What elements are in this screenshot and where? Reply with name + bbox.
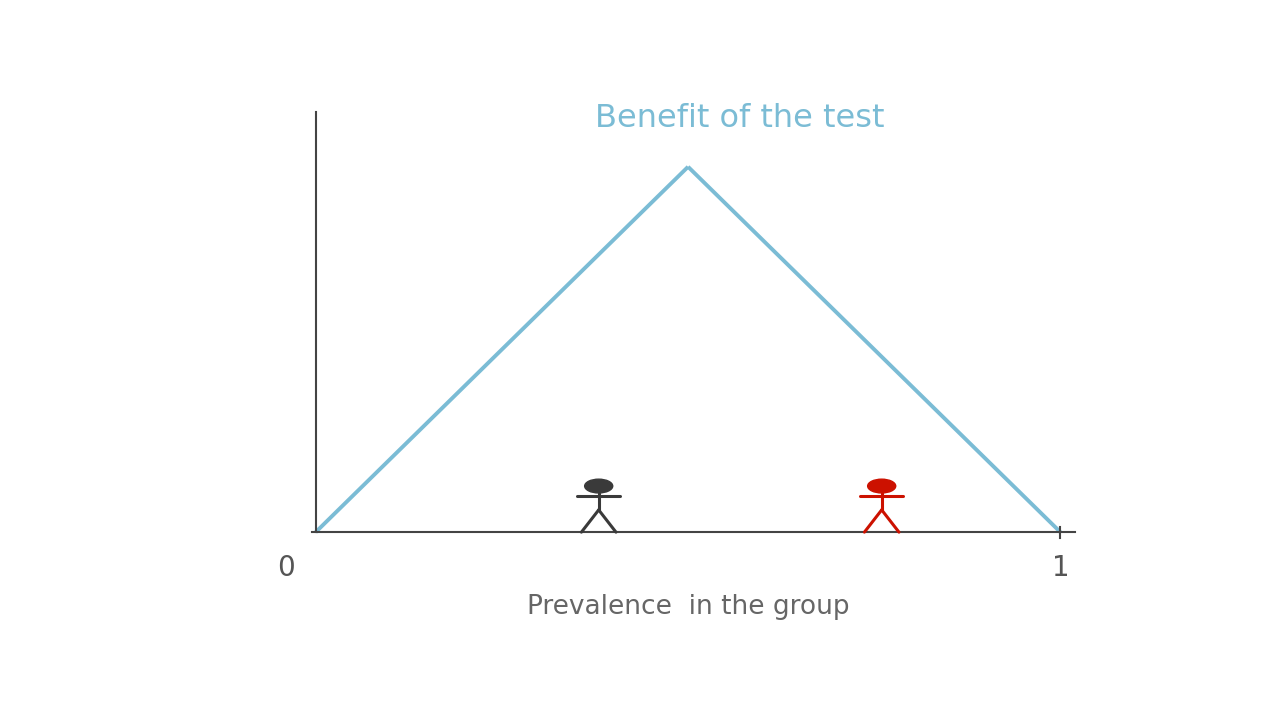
Text: Benefit of the test: Benefit of the test	[595, 103, 884, 134]
Text: Prevalence  in the group: Prevalence in the group	[527, 594, 850, 620]
Text: 0: 0	[276, 554, 294, 582]
Circle shape	[868, 480, 896, 493]
Text: 1: 1	[1052, 554, 1069, 582]
Circle shape	[585, 480, 613, 493]
